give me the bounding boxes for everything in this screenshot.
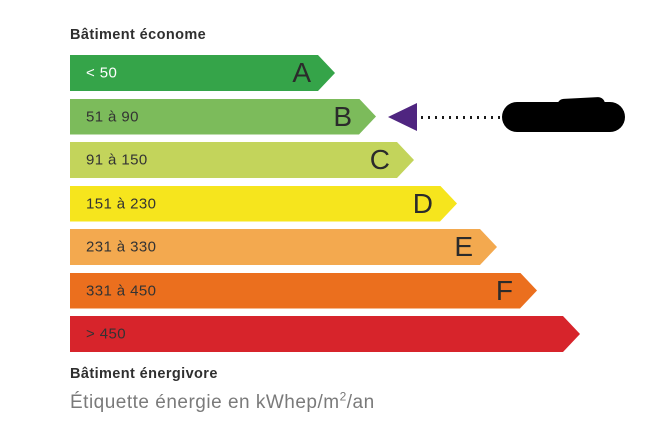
energy-band-C: 91 à 150 C [70, 142, 414, 178]
rating-dotted-line [421, 116, 502, 119]
band-range-label: 231 à 330 [86, 238, 157, 256]
band-letter: E [454, 231, 473, 262]
band-letter: C [369, 144, 390, 175]
caption-text: Étiquette énergie en kWhep/m [70, 392, 340, 413]
caption-suffix: /an [346, 392, 375, 413]
band-range-label: > 450 [86, 325, 126, 343]
energy-band-G: > 450 [70, 316, 580, 352]
energy-band-E: 231 à 330 E [70, 229, 497, 265]
band-range-label: 151 à 230 [86, 195, 157, 212]
band-range-label: < 50 [86, 64, 118, 82]
energy-band-A: < 50 A [70, 55, 335, 91]
band-range-label: 331 à 450 [86, 282, 157, 299]
redacted-rating-value [502, 102, 625, 132]
energy-band-B: 51 à 90 B [70, 99, 376, 135]
caption-superscript: 2 [339, 389, 347, 404]
band-range-label: 51 à 90 [86, 108, 139, 125]
band-letter: B [333, 100, 352, 132]
rating-pointer-triangle-icon [388, 103, 417, 131]
energy-band-F: 331 à 450 F [70, 273, 537, 309]
energy-label-caption: Étiquette énergie en kWhep/m2/an [70, 389, 375, 414]
energy-scale: < 50 A 51 à 90 B 91 à 150 C 151 à 230 D 231 à 33… [70, 55, 590, 355]
band-letter: A [292, 57, 311, 88]
band-letter: F [495, 274, 513, 306]
energy-band-D: 151 à 230 D [70, 186, 457, 222]
energy-intensive-building-label: Bâtiment énergivore [70, 366, 218, 382]
band-range-label: 91 à 150 [86, 151, 148, 169]
band-letter: D [412, 187, 433, 219]
economical-building-label: Bâtiment économe [70, 27, 207, 43]
